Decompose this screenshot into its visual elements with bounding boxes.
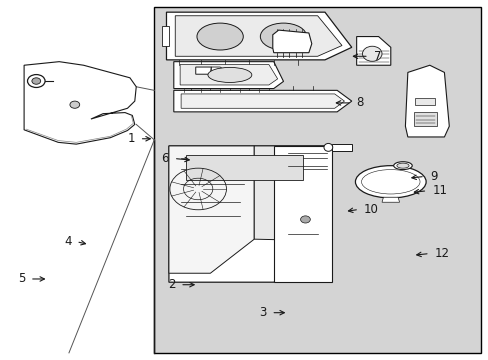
Text: 3: 3 [259,306,266,319]
Polygon shape [168,146,254,273]
Polygon shape [356,37,390,65]
Polygon shape [414,98,434,105]
Text: 7: 7 [373,50,381,63]
Polygon shape [381,197,399,202]
Ellipse shape [260,23,306,50]
Polygon shape [195,67,211,74]
Polygon shape [181,94,344,108]
Polygon shape [405,65,448,137]
Polygon shape [254,146,331,241]
Text: 6: 6 [161,152,168,165]
Text: 9: 9 [429,170,436,183]
Text: 2: 2 [167,278,175,291]
Polygon shape [173,90,351,112]
Text: 8: 8 [356,96,363,109]
Polygon shape [211,67,225,74]
Polygon shape [331,144,351,150]
Polygon shape [173,62,283,89]
Circle shape [32,78,41,84]
Circle shape [70,101,80,108]
Text: 10: 10 [363,203,378,216]
Ellipse shape [362,46,381,61]
Polygon shape [24,62,136,144]
Ellipse shape [324,143,332,151]
Circle shape [300,216,310,223]
Polygon shape [413,112,436,126]
Polygon shape [166,12,351,60]
Polygon shape [185,155,303,180]
Ellipse shape [393,162,411,170]
Circle shape [27,75,45,87]
Ellipse shape [355,166,425,198]
Ellipse shape [197,23,243,50]
Polygon shape [180,64,277,85]
Polygon shape [273,146,331,282]
Bar [154,7,480,353]
Polygon shape [161,26,168,45]
Text: 1: 1 [127,132,135,145]
Polygon shape [175,16,341,56]
Polygon shape [272,30,311,53]
Text: 4: 4 [64,235,71,248]
Text: 5: 5 [18,273,25,285]
Ellipse shape [207,67,251,82]
Text: 12: 12 [434,247,449,260]
Ellipse shape [396,163,408,168]
Text: 11: 11 [431,184,447,197]
Polygon shape [168,146,331,282]
